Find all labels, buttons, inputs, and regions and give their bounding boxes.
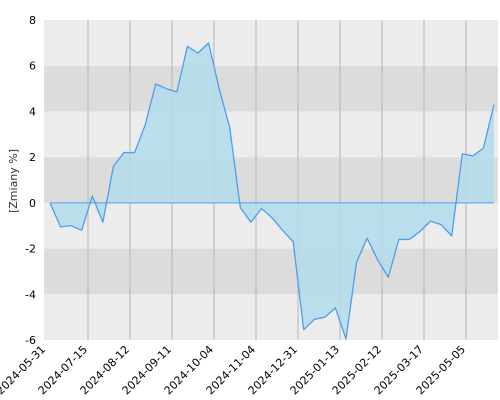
background-band bbox=[44, 248, 498, 295]
background-band bbox=[44, 20, 498, 66]
background-band bbox=[44, 65, 498, 112]
y-tick-label: 8 bbox=[29, 14, 36, 27]
background-bands bbox=[44, 20, 498, 340]
y-axis-ticks: -6 -4 -2 0 2 4 6 8 bbox=[25, 14, 36, 347]
series-layer bbox=[49, 42, 495, 340]
background-band bbox=[44, 111, 498, 158]
y-axis-label: [Zmiany %] bbox=[7, 149, 20, 213]
y-tick-label: 0 bbox=[29, 197, 36, 210]
y-tick-label: 2 bbox=[29, 151, 36, 164]
y-tick-label: -4 bbox=[25, 288, 36, 301]
series-area bbox=[50, 42, 494, 339]
y-tick-label: 6 bbox=[29, 60, 36, 73]
y-tick-label: 4 bbox=[29, 105, 36, 118]
background-band bbox=[44, 294, 498, 340]
x-axis-ticks: 2024-05-312024-07-152024-08-122024-09-11… bbox=[0, 343, 468, 397]
y-tick-label: -6 bbox=[25, 334, 36, 347]
series-line bbox=[49, 42, 495, 340]
y-tick-label: -2 bbox=[25, 243, 36, 256]
